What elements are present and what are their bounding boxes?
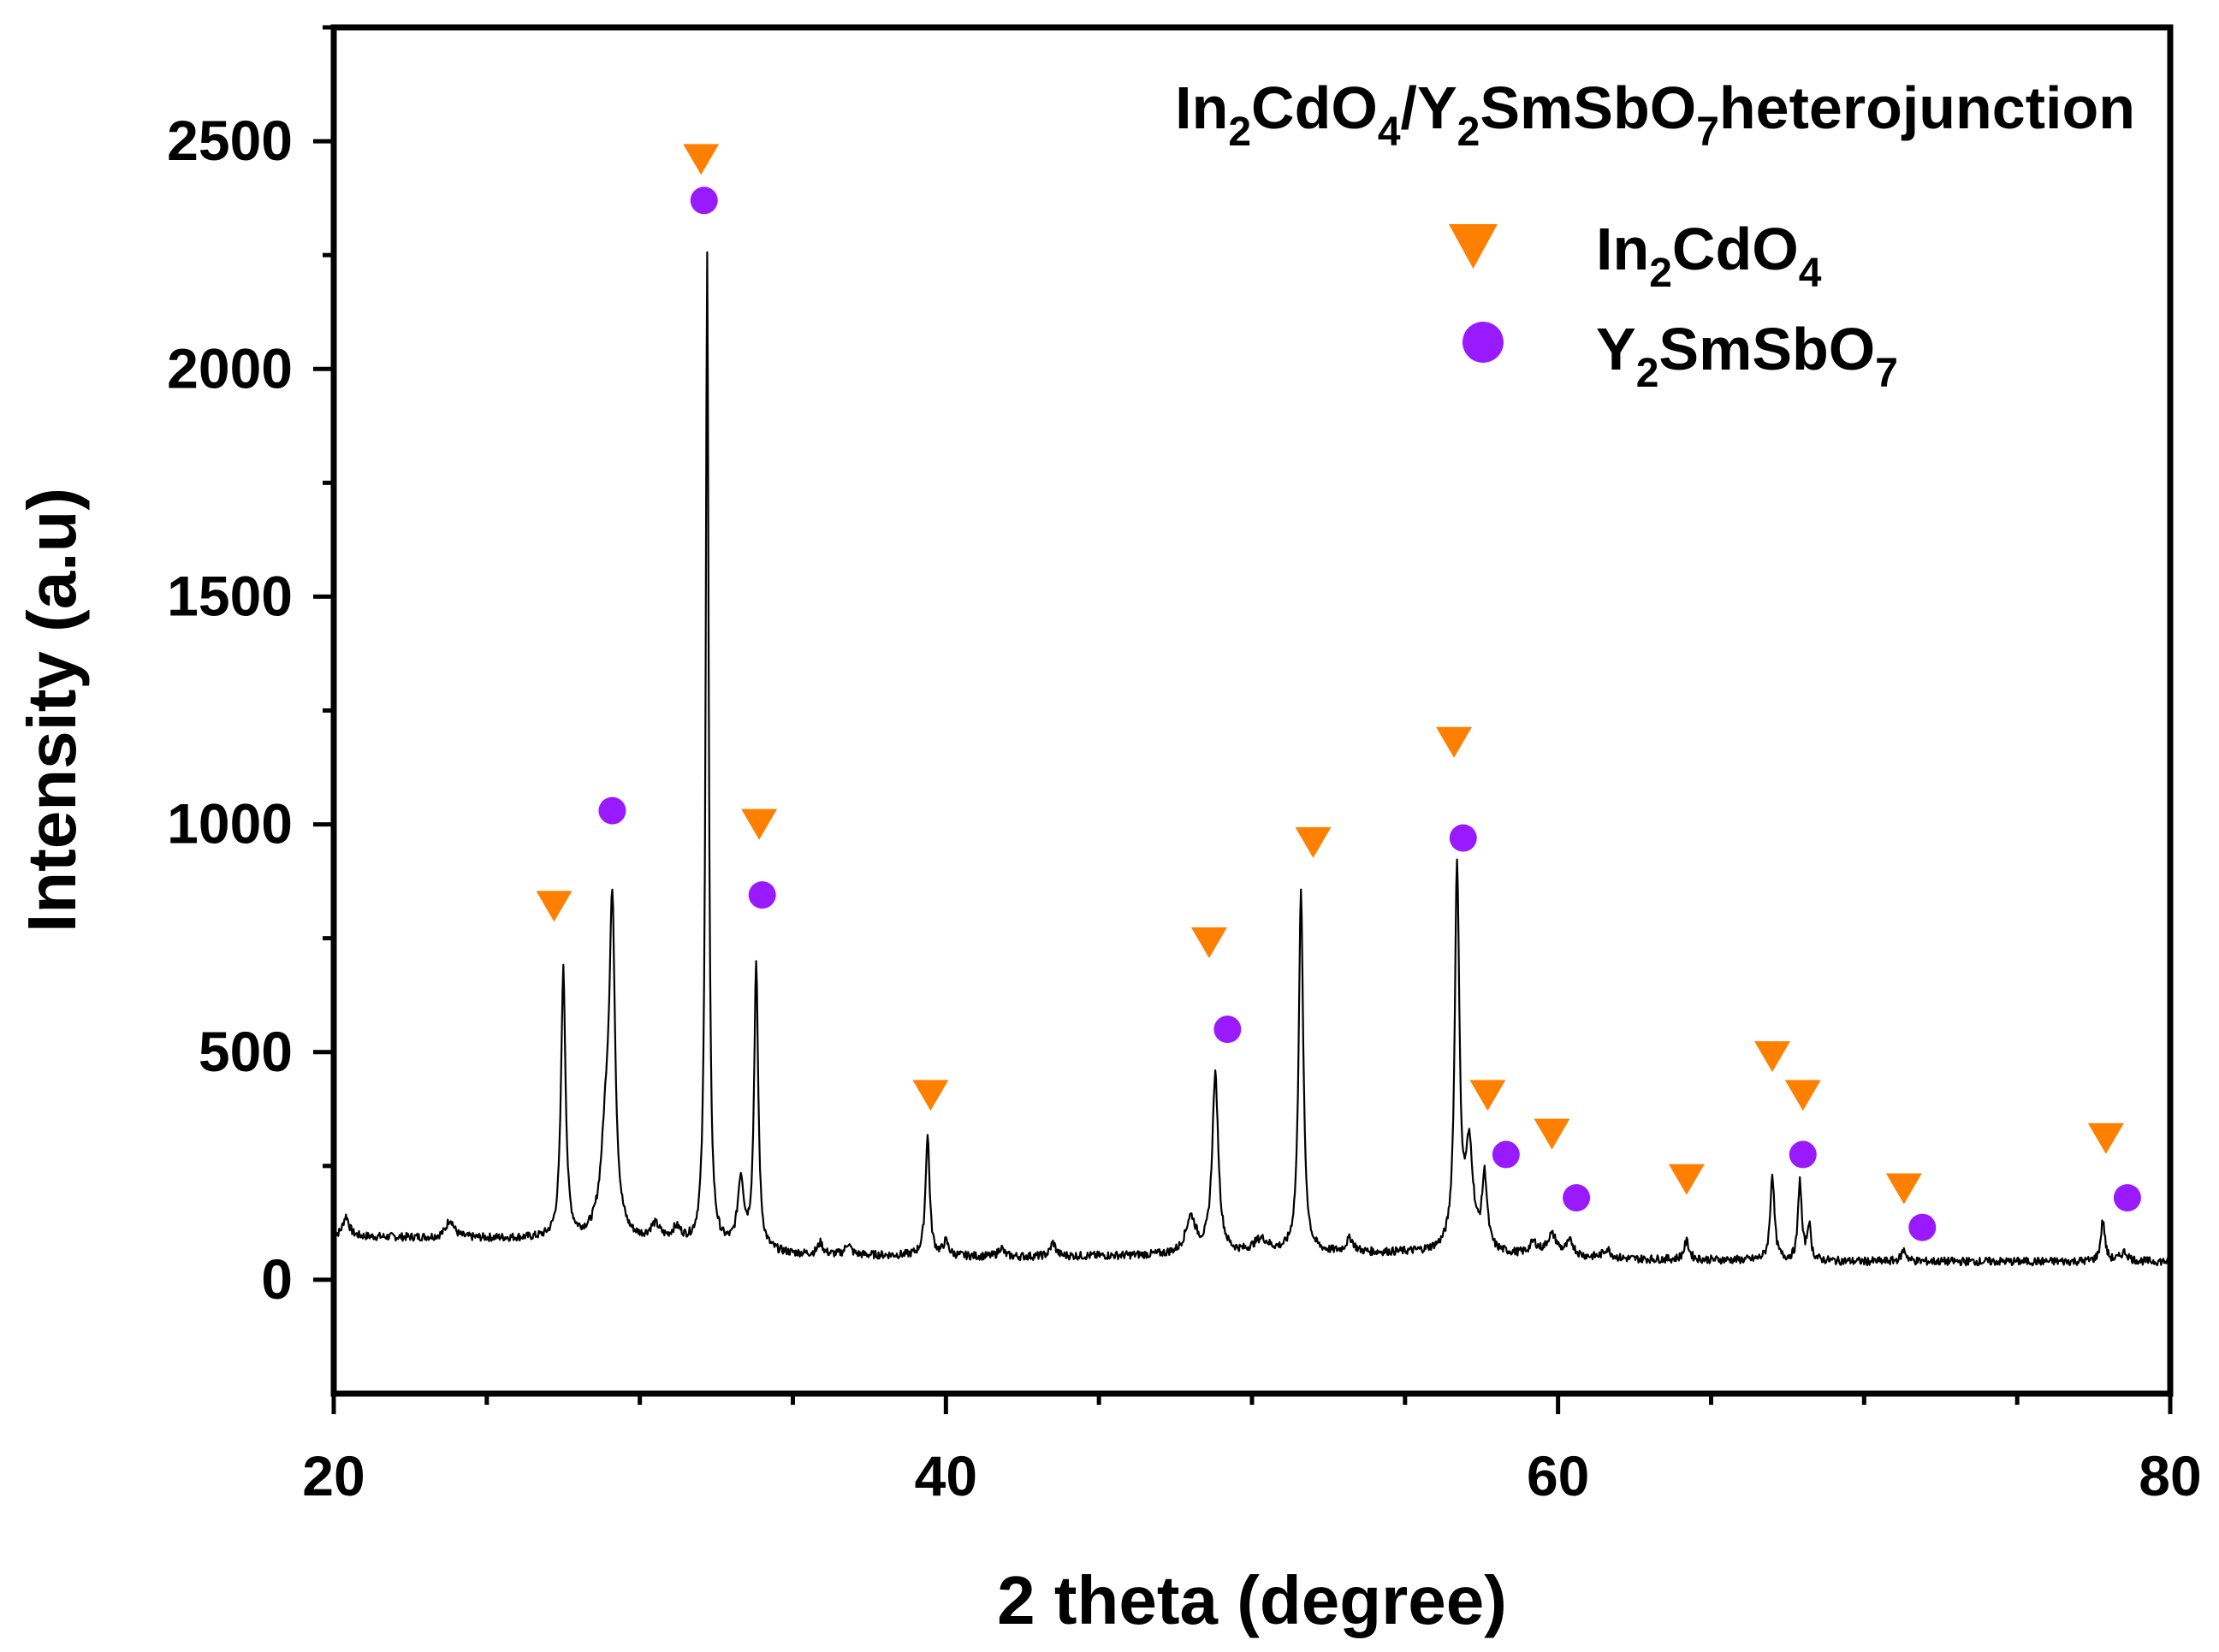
legend: In2CdO4 Y2SmSbO7 <box>1449 216 1898 396</box>
y-tick-label: 2500 <box>167 109 293 172</box>
chart-title: In2CdO4/Y2SmSbO7heterojunction <box>1175 74 2135 155</box>
x-tick-label: 40 <box>915 1444 977 1507</box>
y-tick-label: 0 <box>261 1247 293 1311</box>
y-axis-label: Intensity (a.u) <box>14 488 90 933</box>
x-axis-ticks: 20 40 60 80 <box>302 1394 2202 1507</box>
y2smsbo7-marker <box>1563 1184 1591 1212</box>
x-tick-label: 60 <box>1527 1444 1589 1507</box>
legend-label-y2smsbo7: Y2SmSbO7 <box>1596 316 1898 396</box>
in2cdo4-marker <box>1534 1118 1570 1150</box>
y2smsbo7-marker <box>1908 1213 1937 1241</box>
xrd-pattern-line <box>333 251 2172 1267</box>
x-tick-label: 20 <box>302 1444 365 1507</box>
in2cdo4-marker <box>912 1080 949 1111</box>
y2smsbo7-marker <box>598 796 626 825</box>
plot-frame <box>330 24 2174 1397</box>
in2cdo4-marker <box>1784 1080 1821 1111</box>
in2cdo4-marker <box>683 144 720 175</box>
in2cdo4-marker <box>1754 1041 1791 1073</box>
in2cdo4-marker <box>1469 1080 1506 1111</box>
y2smsbo7-marker <box>690 187 718 215</box>
legend-triangle-marker <box>1449 224 1498 269</box>
y2smsbo7-marker <box>1492 1140 1520 1169</box>
in2cdo4-marker <box>1436 726 1473 758</box>
y2smsbo7-marker <box>2113 1184 2141 1212</box>
in2cdo4-marker <box>1295 826 1332 858</box>
x-tick-label: 80 <box>2139 1444 2201 1507</box>
in2cdo4-marker <box>536 891 573 922</box>
y-tick-label: 1000 <box>167 792 293 856</box>
y2smsbo7-marker <box>1789 1140 1817 1169</box>
in2cdo4-marker <box>1190 927 1227 958</box>
legend-label-in2cdo4: In2CdO4 <box>1596 216 1822 296</box>
y2smsbo7-markers <box>598 187 2141 1241</box>
y-tick-label: 1500 <box>167 564 293 627</box>
y-axis-ticks: 0 500 1000 1500 2000 2500 <box>167 25 334 1311</box>
in2cdo4-marker <box>1885 1173 1922 1205</box>
in2cdo4-marker <box>2087 1122 2124 1154</box>
y-tick-label: 2000 <box>167 336 293 400</box>
y2smsbo7-marker <box>1213 1015 1242 1044</box>
in2cdo4-marker <box>1668 1164 1705 1195</box>
x-axis-label: 2 theta (degree) <box>997 1562 1507 1638</box>
legend-circle-marker <box>1463 322 1504 363</box>
y-tick-label: 500 <box>199 1020 293 1083</box>
in2cdo4-markers <box>536 144 2124 1205</box>
in2cdo4-marker <box>741 808 778 840</box>
y2smsbo7-marker <box>748 881 776 909</box>
y2smsbo7-marker <box>1449 824 1477 852</box>
